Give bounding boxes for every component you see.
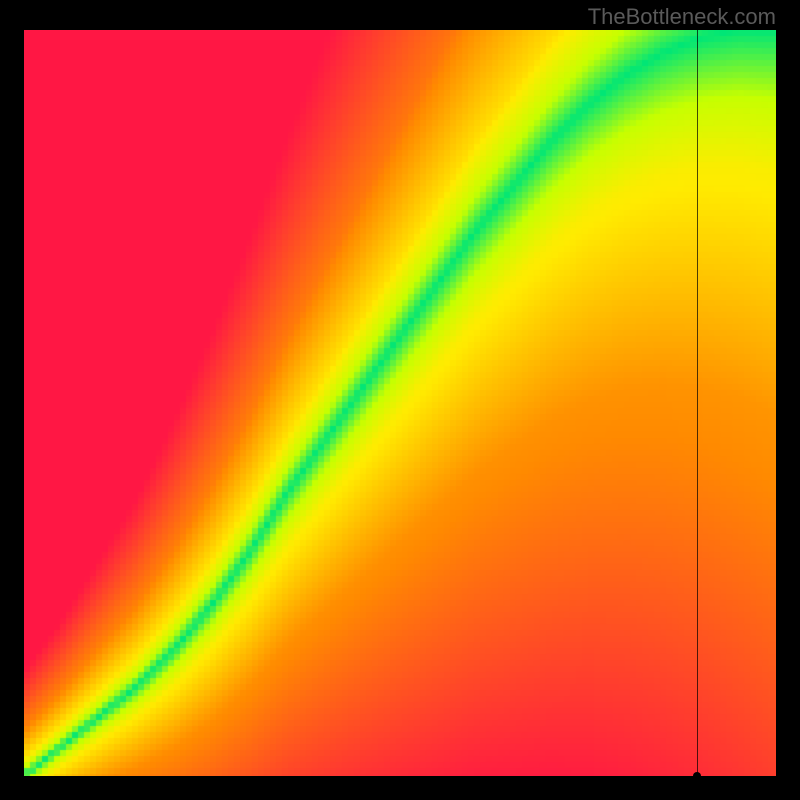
marker-vertical-line bbox=[697, 30, 698, 776]
heatmap-plot bbox=[24, 30, 776, 776]
watermark-text: TheBottleneck.com bbox=[588, 4, 776, 30]
heatmap-canvas bbox=[24, 30, 776, 776]
marker-dot bbox=[693, 772, 701, 780]
